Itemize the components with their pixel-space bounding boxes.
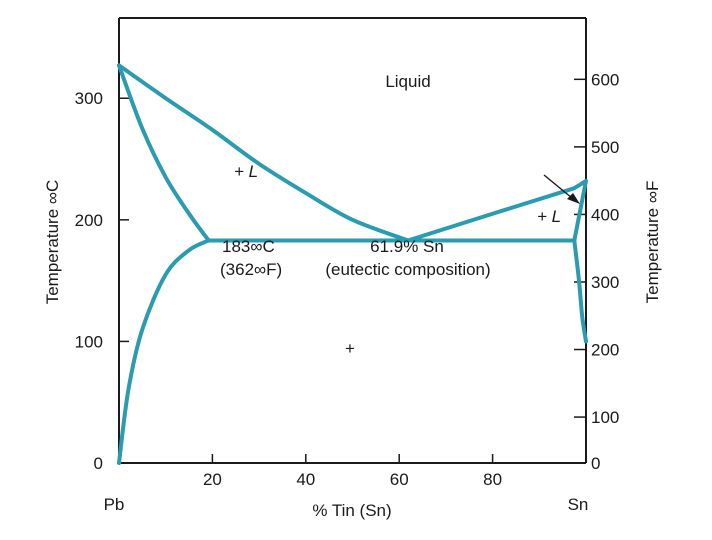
y-tick-label-left: 200 [75,211,103,230]
y-tick-label-right: 0 [591,454,600,473]
liquidus-right-curve [406,178,588,243]
phase-curves [117,63,588,465]
y-axis-label-right: Temperature ∞F [643,181,662,304]
y-tick-label-right: 200 [591,341,619,360]
liquid-label: Liquid [385,72,430,91]
y-tick-label-left: 100 [75,332,103,351]
x-tick-label: 80 [483,470,502,489]
y-tick-label-left: 0 [94,454,103,473]
solidus-left-curve [117,63,211,243]
solvus-right-curve [572,238,588,344]
axis-tick-labels: 20 40 60 80 0 100 200 300 0 100 200 300 400 500 600 [75,70,620,489]
two-solid-label: + [345,339,355,358]
y-tick-label-right: 500 [591,138,619,157]
alpha-liquid-label: + L [234,162,258,181]
x-tick-label: 40 [296,470,315,489]
x-end-label-sn: Sn [568,495,589,514]
arrow-pointer [543,174,580,204]
y-tick-label-right: 300 [591,273,619,292]
x-tick-label: 20 [203,470,222,489]
y-axis-label-left: Temperature ∞C [43,180,62,305]
x-end-label-pb: Pb [104,495,125,514]
y-tick-label-right: 100 [591,408,619,427]
x-axis-label: % Tin (Sn) [312,501,391,520]
y-tick-label-right: 400 [591,205,619,224]
y-tick-label-right: 600 [591,70,619,89]
eutectic-note-label: (eutectic composition) [325,260,490,279]
eutectic-temp-f-label: (362∞F) [220,260,282,279]
solidus-right-curve [572,178,588,243]
eutectic-comp-label: 61.9% Sn [370,237,444,256]
x-tick-label: 60 [390,470,409,489]
solvus-left-curve [117,238,211,465]
eutectic-temp-c-label: 183∞C [222,237,275,256]
y-tick-label-left: 300 [75,89,103,108]
liquidus-left-curve [117,63,411,243]
beta-liquid-label: + L [537,207,561,226]
